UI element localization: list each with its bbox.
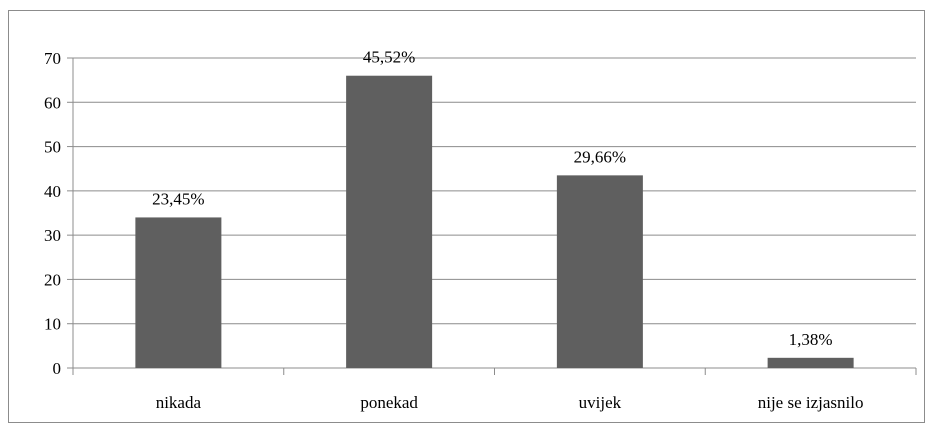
data-label: 23,45% bbox=[152, 189, 204, 208]
bar-uvijek bbox=[556, 175, 643, 368]
data-label: 45,52% bbox=[363, 48, 415, 67]
data-label: 29,66% bbox=[574, 147, 626, 166]
y-tick-label: 10 bbox=[44, 315, 61, 334]
x-category-label: nikada bbox=[156, 393, 202, 412]
x-category-label: uvijek bbox=[579, 393, 622, 412]
bar-nikada bbox=[135, 217, 222, 368]
bar-ponekad bbox=[346, 75, 433, 368]
x-category-label: nije se izjasnilo bbox=[758, 393, 864, 412]
y-tick-label: 20 bbox=[44, 270, 61, 289]
y-tick-label: 60 bbox=[44, 93, 61, 112]
data-label: 1,38% bbox=[789, 330, 833, 349]
x-category-label: ponekad bbox=[360, 393, 418, 412]
y-tick-label: 40 bbox=[44, 182, 61, 201]
y-tick-label: 30 bbox=[44, 226, 61, 245]
y-tick-label: 70 bbox=[44, 49, 61, 68]
y-tick-label: 50 bbox=[44, 138, 61, 157]
bar-nije-se-izjasnilo bbox=[767, 357, 854, 368]
y-tick-label: 0 bbox=[53, 359, 62, 378]
